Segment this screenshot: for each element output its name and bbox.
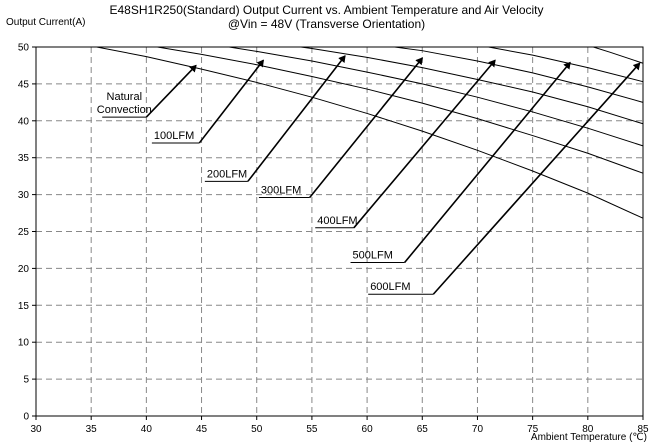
y-tick-label: 0 [23, 412, 29, 423]
annotation-label-600lfm: 600LFM [370, 281, 410, 293]
y-tick-label: 10 [18, 338, 30, 349]
annotation-label-200lfm: 200LFM [207, 168, 247, 180]
annotation-arrow-200lfm [247, 55, 346, 182]
y-tick-label: 50 [18, 43, 30, 54]
x-tick-label: 70 [472, 424, 484, 435]
x-tick-label: 75 [527, 424, 539, 435]
annotation-arrow-400lfm [353, 59, 496, 229]
x-axis-label: Ambient Temperature (℃) [530, 432, 647, 443]
axes: 30 35 40 45 50 55 60 65 70 75 80 85 0 5 10 15 20 25 30 35 40… [18, 43, 649, 436]
chart-subtitle: @Vin = 48V (Transverse Orientation) [227, 17, 426, 31]
y-tick-label: 35 [18, 153, 30, 164]
annotation-arrow-natural-convection [145, 64, 197, 118]
series-line-200lfm [36, 46, 644, 147]
series-line-100lfm [36, 46, 644, 174]
x-tick-label: 60 [362, 424, 374, 435]
y-tick-label: 5 [23, 375, 29, 386]
annotation-label-400lfm: 400LFM [317, 215, 357, 227]
y-tick-label: 25 [18, 227, 30, 238]
x-tick-label: 55 [306, 424, 318, 435]
y-axis-label: Output Current(A) [6, 17, 86, 28]
annotation-label-natural-convection: Natural [107, 91, 142, 103]
annotation-label-300lfm: 300LFM [261, 185, 301, 197]
series-lines [36, 46, 644, 219]
annotation-label-100lfm: 100LFM [154, 130, 194, 142]
x-tick-label: 80 [582, 424, 594, 435]
series-line-500lfm [36, 46, 644, 83]
x-tick-label: 40 [141, 424, 153, 435]
x-tick-label: 45 [196, 424, 208, 435]
y-tick-label: 40 [18, 116, 30, 127]
series-line-600lfm [36, 46, 644, 64]
annotation-arrow-100lfm [198, 59, 264, 144]
x-tick-label: 50 [251, 424, 263, 435]
annotation-arrow-300lfm [309, 57, 423, 199]
y-tick-label: 20 [18, 264, 30, 275]
annotation-label-natural-convection: Convection [97, 104, 152, 116]
y-tick-label: 15 [18, 301, 30, 312]
annotation-label-500lfm: 500LFM [353, 249, 393, 261]
x-tick-label: 30 [30, 424, 42, 435]
x-tick-label: 85 [637, 424, 649, 435]
chart-title: E48SH1R250(Standard) Output Current vs. … [109, 3, 544, 17]
y-tick-label: 45 [18, 79, 30, 90]
y-tick-label: 30 [18, 190, 30, 201]
grid [36, 47, 643, 416]
x-tick-label: 35 [86, 424, 98, 435]
annotation-arrow-500lfm [403, 61, 571, 264]
series-line-natural-convection [36, 46, 644, 219]
annotation-arrow-600lfm [432, 62, 641, 295]
x-tick-label: 65 [417, 424, 429, 435]
